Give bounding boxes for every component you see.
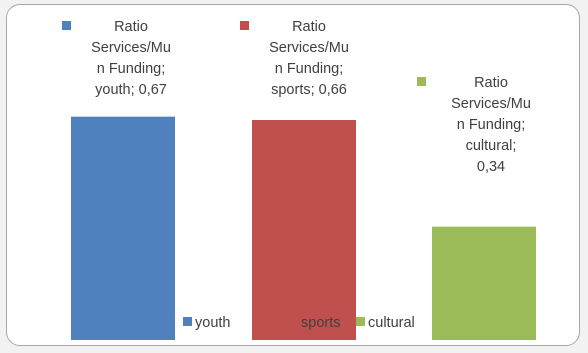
bar-cultural — [432, 226, 536, 340]
legend-marker-sports — [289, 317, 298, 326]
bar-youth — [71, 116, 175, 341]
data-label-sports: Ratio Services/Mu n Funding; sports; 0,66 — [269, 19, 349, 98]
legend-label-cultural: cultural — [368, 315, 415, 331]
data-label-cultural: Ratio Services/Mu n Funding; cultural; 0,34 — [451, 75, 531, 175]
legend-marker-youth — [183, 317, 192, 326]
legend-label-youth: youth — [195, 315, 230, 331]
data-label-marker-youth — [62, 21, 71, 30]
data-label-marker-cultural — [417, 77, 426, 86]
legend-marker-cultural — [356, 317, 365, 326]
chart-frame: Ratio Services/Mu n Funding; youth; 0,67 Rat… — [6, 4, 580, 346]
legend-label-sports: sports — [301, 315, 341, 331]
data-label-youth: Ratio Services/Mu n Funding; youth; 0,67 — [91, 19, 171, 98]
data-label-marker-sports — [240, 21, 249, 30]
bar-sports — [252, 120, 356, 340]
bar-chart: Ratio Services/Mu n Funding; youth; 0,67 Rat… — [62, 19, 536, 341]
